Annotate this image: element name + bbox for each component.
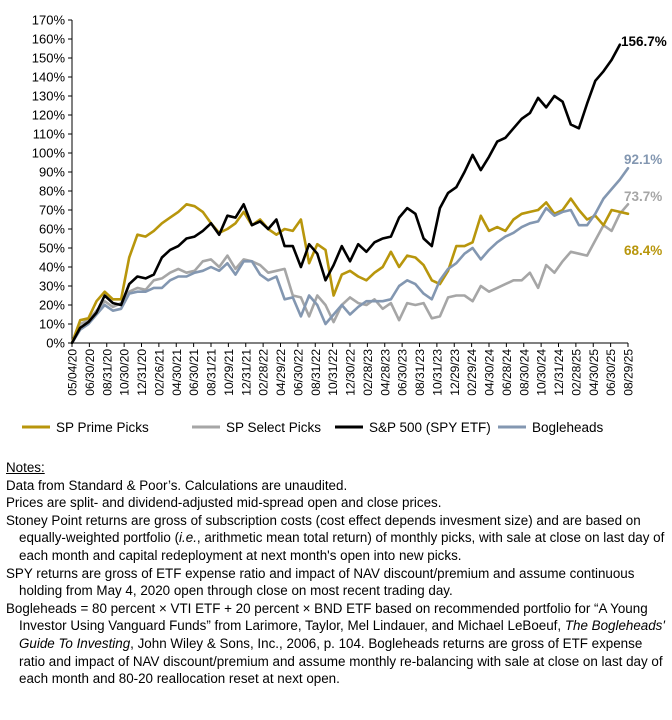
x-tick-label: 06/28/24: [500, 349, 514, 396]
x-tick-label: 02/28/23: [361, 349, 375, 396]
y-tick-label: 40%: [39, 260, 65, 275]
note-bogleheads-text-a: Bogleheads = 80 percent × VTI ETF + 20 p…: [6, 600, 648, 634]
x-tick-label: 12/31/20: [135, 349, 149, 396]
note-data-source: Data from Standard & Poor’s. Calculation…: [6, 477, 348, 493]
y-tick-label: 0%: [46, 336, 65, 351]
legend-label: SP Select Picks: [226, 420, 321, 435]
x-tick-label: 08/30/24: [517, 349, 531, 396]
series-line-s-p-500-spy-etf: [70, 43, 622, 345]
note-spy: SPY returns are gross of ETF expense rat…: [6, 565, 635, 599]
y-tick-label: 20%: [39, 298, 65, 313]
series-line-bogleheads: [70, 166, 630, 345]
x-tick-label: 12/31/21: [239, 349, 253, 396]
y-tick-label: 10%: [39, 317, 65, 332]
note-stoney-point-text-a: Stoney Point returns are gross of subscr…: [6, 512, 641, 546]
y-tick-label: 90%: [39, 165, 65, 180]
x-tick-label: 10/31/22: [326, 349, 340, 396]
x-tick-label: 08/29/25: [622, 349, 636, 396]
legend-label: S&P 500 (SPY ETF): [369, 420, 491, 435]
y-tick-label: 70%: [39, 203, 65, 218]
x-tick-label: 06/30/20: [83, 349, 97, 396]
y-tick-label: 30%: [39, 279, 65, 294]
x-tick-label: 06/30/22: [291, 349, 305, 396]
note-bogleheads: Bogleheads = 80 percent × VTI ETF + 20 p…: [6, 600, 668, 688]
y-tick-label: 50%: [39, 241, 65, 256]
x-tick-label: 06/30/25: [604, 349, 618, 396]
legend-label: SP Prime Picks: [56, 420, 149, 435]
x-tick-label: 04/30/25: [587, 349, 601, 396]
notes-section: Notes: Data from Standard & Poor’s. Calc…: [6, 459, 668, 688]
chart-legend: SP Prime Picks SP Select Picks S&P 500 (SP…: [22, 420, 604, 435]
note-prices: Prices are split- and dividend-adjusted …: [6, 495, 442, 511]
x-tick-label: 08/31/21: [205, 349, 219, 396]
returns-line-chart: 0% 10% 20% 30% 40% 50% 60% 70% 80% 90% 100% 110% 120…: [22, 13, 667, 435]
note-stoney-point: Stoney Point returns are gross of subscr…: [6, 512, 668, 565]
x-tick-label: 02/28/25: [569, 349, 583, 396]
x-tick-label: 12/30/22: [344, 349, 358, 396]
legend-label: Bogleheads: [532, 420, 604, 435]
end-label: 156.7%: [621, 34, 667, 49]
x-tick-label: 05/04/20: [66, 349, 80, 396]
y-tick-label: 140%: [32, 70, 66, 85]
notes-header: Notes:: [6, 460, 45, 475]
end-label: 92.1%: [624, 152, 662, 167]
x-tick-label: 02/26/21: [152, 349, 166, 396]
x-tick-label: 04/30/24: [483, 349, 497, 396]
x-tick-label: 04/28/23: [378, 349, 392, 396]
x-tick-label: 04/29/22: [274, 349, 288, 396]
x-tick-label: 10/31/23: [430, 349, 444, 396]
x-tick-label: 02/28/22: [257, 349, 271, 396]
y-tick-label: 120%: [32, 108, 66, 123]
y-tick-label: 130%: [32, 89, 66, 104]
x-tick-label: 12/31/24: [552, 349, 566, 396]
note-bogleheads-text-b: , John Wiley & Sons, Inc., 2006, p. 104.…: [19, 635, 663, 687]
note-bogleheads-book-title: The Bogleheads' Guide To Investing: [19, 618, 665, 651]
series-lines: [70, 43, 630, 345]
x-tick-label: 08/31/23: [413, 349, 427, 396]
x-tick-label: 08/31/20: [100, 349, 114, 396]
x-tick-label: 10/29/21: [222, 349, 236, 396]
series-line-sp-prime-picks: [70, 197, 630, 345]
y-tick-label: 160%: [32, 32, 66, 47]
note-stoney-point-ie: i.e.: [179, 530, 197, 546]
x-tick-label: 04/30/21: [170, 349, 184, 396]
y-axis: 0% 10% 20% 30% 40% 50% 60% 70% 80% 90% 100% 110% 120…: [32, 13, 73, 351]
y-tick-label: 110%: [33, 127, 66, 142]
y-tick-label: 60%: [39, 222, 65, 237]
y-tick-label: 150%: [32, 51, 66, 66]
x-tick-label: 06/30/21: [187, 349, 201, 396]
end-value-labels: 156.7% 92.1% 73.7% 68.4%: [621, 34, 667, 258]
y-tick-label: 80%: [39, 184, 65, 199]
x-tick-label: 08/31/22: [309, 349, 323, 396]
x-tick-label: 02/29/24: [465, 349, 479, 396]
x-tick-label: 10/30/20: [118, 349, 132, 396]
note-stoney-point-text-b: , arithmetic mean total return) of month…: [19, 530, 665, 563]
end-label: 73.7%: [624, 189, 662, 204]
series-line-sp-select-picks: [70, 203, 630, 345]
x-tick-label: 12/29/23: [448, 349, 462, 396]
y-tick-label: 100%: [32, 146, 66, 161]
x-tick-label: 06/30/23: [396, 349, 410, 396]
x-axis: 05/04/20 06/30/20 08/31/20 10/30/20 12/31/20…: [66, 342, 636, 396]
end-label: 68.4%: [624, 243, 662, 258]
x-tick-label: 10/30/24: [535, 349, 549, 396]
y-tick-label: 170%: [32, 13, 66, 28]
